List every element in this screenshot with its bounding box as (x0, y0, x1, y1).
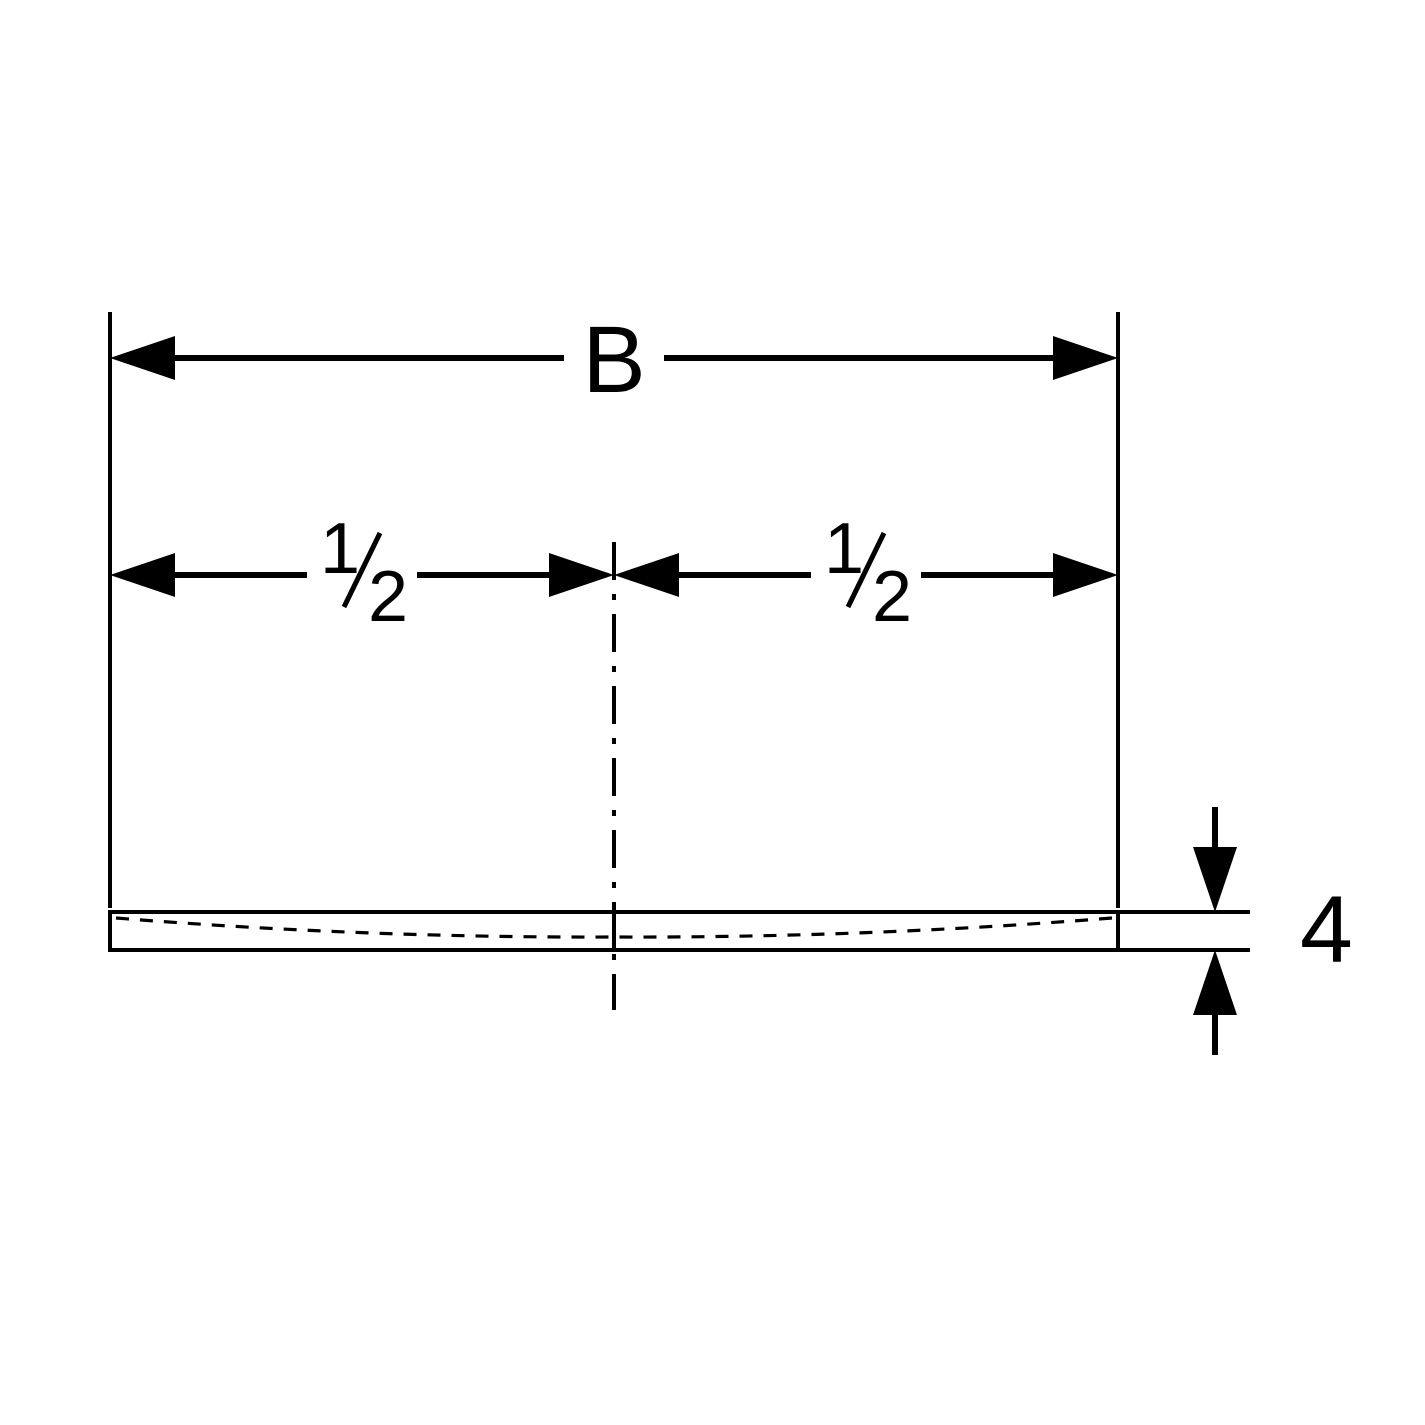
svg-text:2: 2 (368, 557, 408, 637)
svg-text:2: 2 (872, 557, 912, 637)
technical-drawing: B12124 (0, 0, 1425, 1425)
svg-text:1: 1 (824, 509, 864, 589)
svg-text:1: 1 (320, 509, 360, 589)
dim-label-thickness: 4 (1300, 877, 1353, 983)
dim-label-B: B (582, 307, 645, 413)
